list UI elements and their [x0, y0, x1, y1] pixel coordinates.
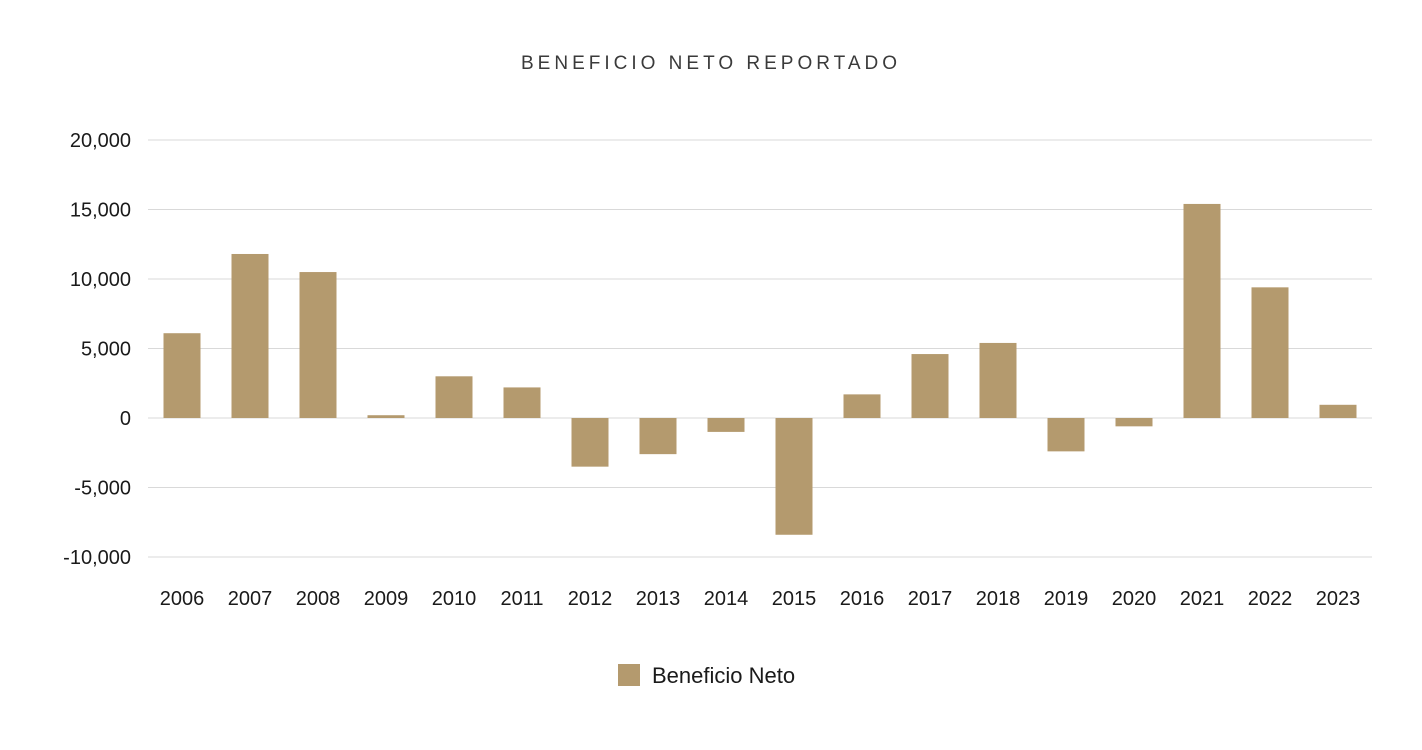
y-tick-label: 20,000: [70, 130, 131, 152]
bar-2017: [911, 354, 949, 418]
bar-2018: [979, 342, 1017, 418]
y-tick-label: 15,000: [70, 200, 131, 222]
bars: [163, 203, 1357, 535]
x-tick-label: 2009: [364, 588, 409, 610]
x-axis-tick-labels: 2006 2007 2008 2009 2010 2011 2012 2013 2014 2015…: [160, 588, 1361, 610]
bar-2009: [367, 415, 405, 418]
bar-2019: [1047, 418, 1085, 452]
bar-2014: [707, 418, 745, 432]
bar-2006: [163, 333, 201, 418]
y-tick-label: 10,000: [70, 269, 131, 291]
legend-swatch: [618, 664, 640, 686]
y-tick-label: 5,000: [81, 339, 131, 361]
chart-title: BENEFICIO NETO REPORTADO: [521, 53, 901, 74]
x-tick-label: 2017: [908, 588, 953, 610]
bar-2007: [231, 253, 269, 418]
x-tick-label: 2015: [772, 588, 817, 610]
x-tick-label: 2008: [296, 588, 341, 610]
x-tick-label: 2014: [704, 588, 749, 610]
y-axis-tick-labels: 20,000 15,000 10,000 5,000 0 -5,000 -10,000: [63, 130, 131, 569]
bar-2022: [1251, 287, 1289, 418]
x-tick-label: 2012: [568, 588, 613, 610]
y-tick-label: -10,000: [63, 547, 131, 569]
bar-2011: [503, 387, 541, 418]
bar-2008: [299, 272, 337, 418]
gridlines: [148, 139, 1372, 558]
x-tick-label: 2020: [1112, 588, 1157, 610]
y-tick-label: 0: [120, 408, 131, 430]
x-tick-label: 2013: [636, 588, 681, 610]
x-tick-label: 2007: [228, 588, 273, 610]
bar-2021: [1183, 203, 1221, 418]
legend: Beneficio Neto: [618, 663, 795, 688]
bar-2013: [639, 418, 677, 455]
bar-2015: [775, 418, 813, 535]
x-tick-label: 2023: [1316, 588, 1361, 610]
legend-label: Beneficio Neto: [652, 663, 795, 688]
x-tick-label: 2016: [840, 588, 885, 610]
x-tick-label: 2011: [500, 588, 543, 610]
y-tick-label: -5,000: [74, 478, 131, 500]
bar-2023: [1319, 404, 1357, 418]
x-tick-label: 2021: [1180, 588, 1225, 610]
bar-2012: [571, 418, 609, 467]
x-tick-label: 2010: [432, 588, 477, 610]
x-tick-label: 2018: [976, 588, 1021, 610]
bar-2020: [1115, 418, 1153, 427]
bar-2016: [843, 394, 881, 418]
x-tick-label: 2019: [1044, 588, 1089, 610]
bar-2010: [435, 376, 473, 418]
x-tick-label: 2006: [160, 588, 205, 610]
x-tick-label: 2022: [1248, 588, 1293, 610]
